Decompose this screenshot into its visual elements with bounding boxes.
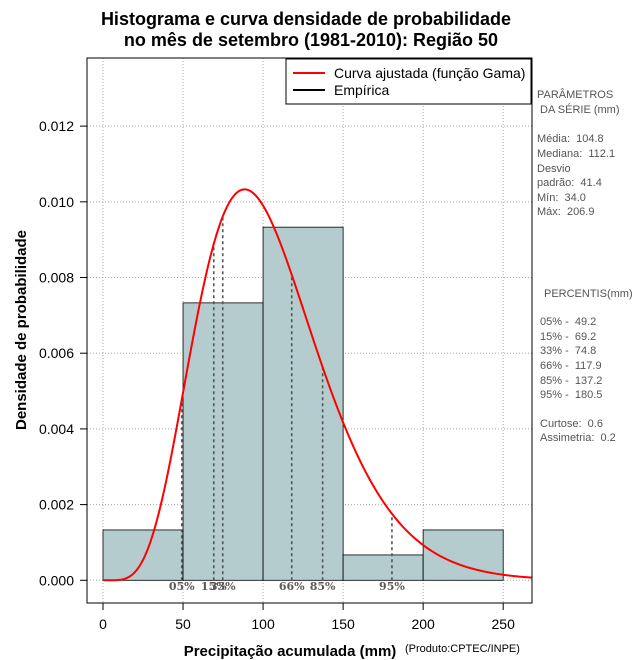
x-tick-label-4: 200	[411, 616, 435, 632]
stat-max: Máx: 206.9	[537, 206, 594, 218]
percentil-95: 95% - 180.5	[540, 389, 602, 401]
x-tick-label-5: 250	[492, 616, 516, 632]
percentile-label-85%: 85%	[310, 580, 336, 593]
y-tick-label-0: 0.000	[39, 572, 74, 588]
params-title-2: DA SÉRIE (mm)	[537, 103, 620, 116]
credit-text: (Produto:CPTEC/INPE)	[405, 643, 520, 655]
y-axis-title: Densidade de probabilidade	[13, 230, 30, 430]
histogram-bar-0	[102, 529, 184, 581]
stat-assimetria: Assimetria: 0.2	[540, 432, 616, 444]
y-tick-label-1: 0.002	[39, 497, 74, 513]
histogram-bar-3	[342, 554, 424, 581]
percentile-lines	[180, 216, 393, 581]
stat-mediana: Mediana: 112.1	[537, 148, 615, 160]
y-axis: 0.000 0.002 0.004 0.006 0.008 0.010 0.012	[39, 118, 88, 588]
percentile-label-66%: 66%	[279, 580, 305, 593]
stat-curtose: Curtose: 0.6	[540, 418, 603, 430]
percentile-label-05%: 05%	[169, 580, 195, 593]
stat-min: Mín: 34.0	[537, 192, 586, 204]
percentis-title: PERCENTIS(mm)	[544, 288, 633, 300]
y-tick-label-5: 0.010	[39, 194, 74, 210]
histogram-bars	[102, 226, 504, 581]
percentil-05: 05% - 49.2	[540, 316, 596, 328]
percentil-85: 85% - 137.2	[540, 375, 602, 387]
percentile-labels: 05% 15%33% 66% 85% 95%	[169, 580, 405, 593]
percentile-label-33%: 33%	[210, 580, 236, 593]
stats-panel: PARÂMETROS DA SÉRIE (mm) Média: 104.8 Me…	[537, 88, 633, 444]
percentil-15: 15% - 69.2	[540, 331, 596, 343]
x-tick-label-1: 50	[175, 616, 191, 632]
x-tick-label-2: 100	[251, 616, 275, 632]
x-axis-title: Precipitação acumulada (mm)	[184, 643, 397, 660]
y-tick-label-3: 0.006	[39, 345, 74, 361]
percentil-66: 66% - 117.9	[540, 360, 602, 372]
stat-desvio-2: padrão: 41.4	[537, 177, 602, 189]
stat-desvio-1: Desvio	[537, 163, 571, 175]
y-tick-label-2: 0.004	[39, 421, 74, 437]
x-tick-label-0: 0	[99, 616, 107, 632]
stat-media: Média: 104.8	[537, 133, 604, 145]
percentile-label-15%: 15%	[201, 580, 227, 593]
legend-box	[285, 58, 532, 105]
chart-title-line-2: no mês de setembro (1981-2010): Região 5…	[124, 30, 498, 50]
percentil-33: 33% - 74.8	[540, 345, 596, 357]
legend-label-curve: Curva ajustada (função Gama)	[334, 65, 525, 81]
y-tick-label-4: 0.008	[39, 270, 74, 286]
chart-title-line-1: Histograma e curva densidade de probabil…	[101, 9, 511, 29]
x-tick-label-3: 150	[331, 616, 355, 632]
y-tick-label-6: 0.012	[39, 118, 74, 134]
x-axis: 0 50 100 150 200 250	[99, 602, 516, 632]
histogram-bar-2	[262, 226, 344, 581]
percentile-label-95%: 95%	[379, 580, 405, 593]
gamma-curve	[103, 188, 533, 582]
legend-label-empirical: Empírica	[334, 82, 389, 98]
legend: Curva ajustada (função Gama) Empírica	[285, 58, 532, 105]
params-title-1: PARÂMETROS	[537, 88, 613, 101]
